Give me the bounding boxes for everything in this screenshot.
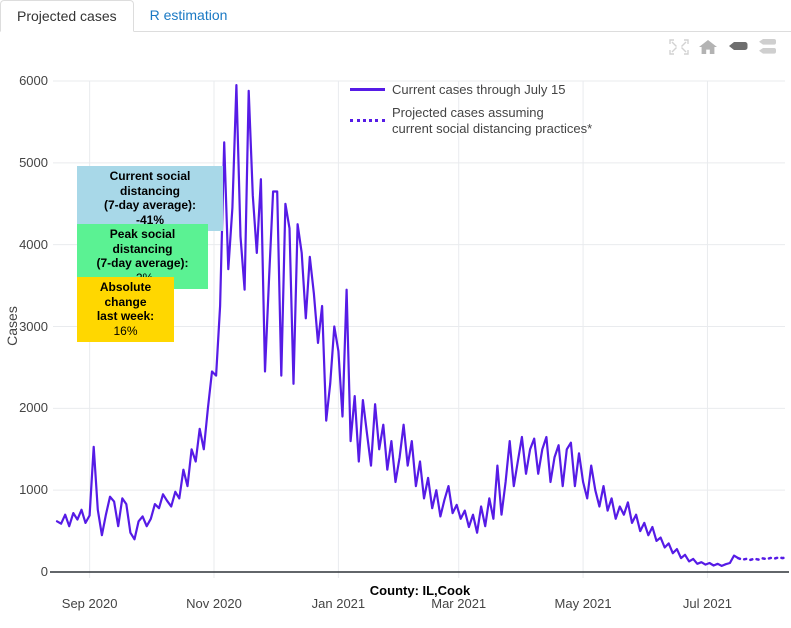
y-tick-label: 5000 (19, 154, 48, 170)
y-tick-label: 3000 (19, 318, 48, 334)
reset-axes-home-icon[interactable] (697, 38, 719, 56)
x-tick-label: Jan 2021 (311, 596, 366, 611)
tab-r-estimation[interactable]: R estimation (149, 7, 228, 23)
x-tick-label: May 2021 (554, 596, 612, 611)
y-tick-label: 2000 (19, 400, 48, 416)
annotation-line: Current social distancing (109, 169, 191, 198)
y-tick-label: 1000 (19, 482, 48, 498)
legend-dotted-line-swatch (350, 119, 385, 123)
annotation-value: -41% (135, 212, 164, 227)
annotation-line: Absolute change (99, 280, 152, 309)
legend-solid-line-swatch (350, 88, 385, 92)
hover-compare-icon[interactable] (755, 38, 777, 56)
legend-label: Projected cases assuming current social … (392, 104, 593, 136)
hover-closest-icon[interactable] (726, 38, 748, 56)
annotation-line: last week: (96, 309, 155, 324)
tab-projected-cases[interactable]: Projected cases (0, 0, 134, 32)
annotation-line: (7-day average): (96, 256, 189, 271)
x-tick-label: Jul 2021 (682, 596, 733, 611)
y-axis-title: Cases (4, 306, 20, 346)
legend-label: Current cases through July 15 (392, 82, 566, 97)
tab-bar: Projected cases R estimation (0, 0, 791, 32)
projected-cases-line[interactable] (736, 555, 789, 562)
annotation-value: 16% (113, 323, 138, 338)
plotly-modebar (668, 38, 777, 56)
autoscale-icon[interactable] (668, 38, 690, 56)
x-tick-label: Nov 2020 (186, 596, 242, 611)
x-tick-label: Sep 2020 (61, 596, 118, 611)
y-tick-label: 0 (40, 564, 48, 579)
current-cases-line[interactable] (55, 83, 740, 568)
x-axis-title: County: IL,Cook (369, 583, 471, 598)
annotation-line: (7-day average): (103, 198, 197, 213)
annotation-line: Peak social distancing (109, 227, 176, 256)
annotation-absolute-change: Absolute change last week: 16% (77, 277, 174, 342)
legend-item-current-cases[interactable]: Current cases through July 15 (350, 82, 592, 98)
chart-legend: Current cases through July 15 Projected … (350, 82, 592, 137)
legend-item-projected-cases[interactable]: Projected cases assuming current social … (350, 105, 592, 137)
y-tick-label: 6000 (19, 73, 48, 88)
annotation-current-social-distancing: Current social distancing (7-day average… (77, 166, 223, 231)
y-tick-label: 4000 (19, 236, 48, 252)
x-tick-label: Mar 2021 (431, 596, 487, 611)
